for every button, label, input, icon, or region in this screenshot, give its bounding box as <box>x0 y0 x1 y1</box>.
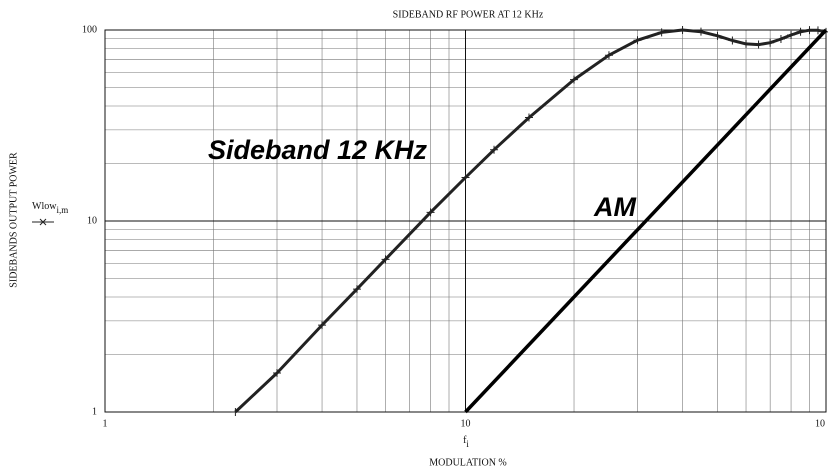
y-tick-label: 10 <box>87 215 97 226</box>
marker <box>813 26 822 35</box>
series-line <box>234 28 827 414</box>
marker <box>728 36 737 45</box>
marker <box>754 40 763 49</box>
x-symbol: f <box>463 435 467 446</box>
marker <box>570 75 579 84</box>
marker <box>381 255 390 264</box>
legend-label: Wlowi,m <box>32 201 68 215</box>
marker <box>657 28 666 37</box>
x-tick-label: 10 <box>815 418 825 429</box>
y-tick-label: 100 <box>82 24 97 35</box>
marker <box>426 208 435 217</box>
x-tick-label: 1 <box>103 418 108 429</box>
marker <box>742 39 751 48</box>
legend-symbol: Wlow <box>32 201 57 212</box>
annotation: Sideband 12 KHz <box>208 135 428 165</box>
marker <box>713 31 722 40</box>
marker <box>273 369 282 378</box>
x-axis-label: MODULATION % <box>429 457 507 468</box>
marker <box>678 26 687 34</box>
marker <box>787 30 796 39</box>
series-line <box>464 28 828 414</box>
x-axis-symbol: fi <box>463 435 469 449</box>
marker <box>805 26 814 35</box>
marker <box>490 145 499 154</box>
legend-marker <box>39 218 47 226</box>
x-tick-label: 10 <box>461 418 471 429</box>
marker <box>461 173 470 182</box>
annotation: AM <box>593 192 636 222</box>
legend-symbol-sub: i,m <box>56 205 68 215</box>
marker <box>766 38 775 47</box>
marker <box>524 113 533 122</box>
marker <box>796 27 805 36</box>
chart-title: SIDEBAND RF POWER AT 12 KHz <box>393 9 544 20</box>
marker <box>318 321 327 330</box>
x-symbol-sub: i <box>466 439 469 449</box>
marker <box>604 51 613 60</box>
y-tick-label: 1 <box>92 406 97 417</box>
marker <box>776 35 785 44</box>
marker <box>696 27 705 36</box>
y-axis-label: SIDEBANDS OUTPUT POWER <box>8 152 19 288</box>
marker <box>352 285 361 294</box>
marker <box>231 408 240 416</box>
marker <box>633 36 642 45</box>
